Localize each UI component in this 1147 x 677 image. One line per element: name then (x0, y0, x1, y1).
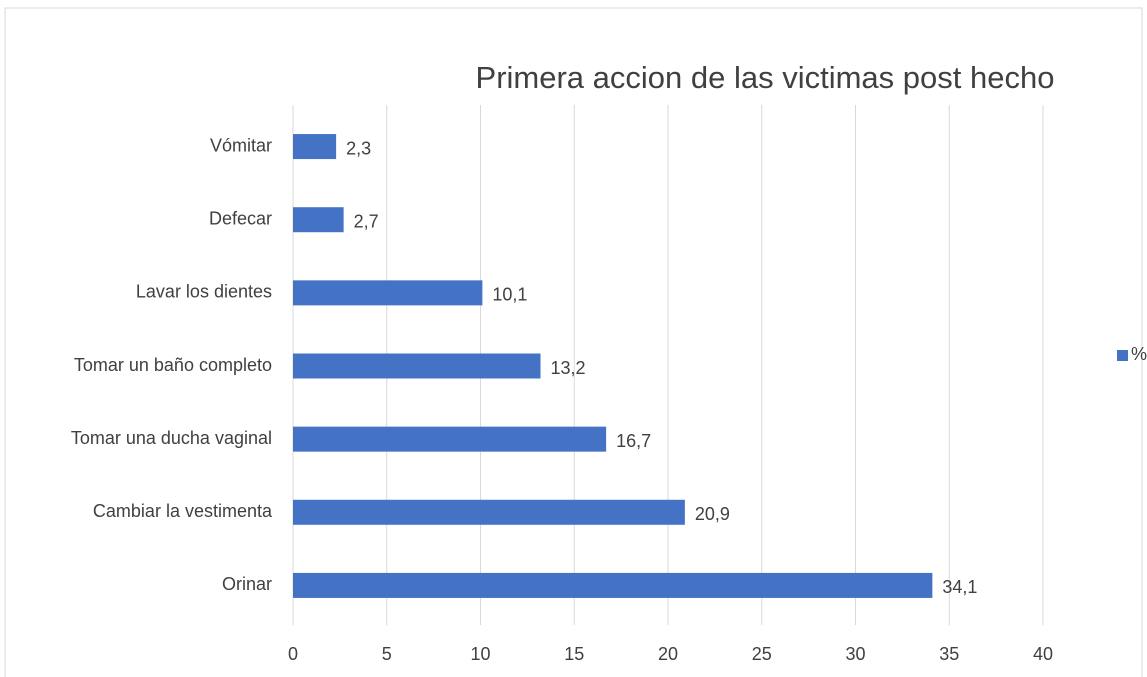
legend-swatch (1117, 350, 1128, 361)
bar (293, 134, 337, 160)
y-tick-label: Orinar (222, 574, 272, 594)
bar (293, 572, 933, 598)
chart-border (4, 7, 1143, 677)
y-tick-label: Lavar los dientes (136, 282, 272, 302)
x-tick-label: 10 (470, 644, 490, 664)
y-tick-label: Tomar un baño completo (74, 355, 272, 375)
data-label: 2,3 (346, 138, 371, 158)
y-tick-label: Tomar una ducha vaginal (71, 428, 272, 448)
x-tick-label: 25 (752, 644, 772, 664)
x-tick-label: 30 (845, 644, 865, 664)
data-label: 34,1 (942, 577, 977, 597)
data-label: 20,9 (695, 504, 730, 524)
y-tick-label: Vómitar (210, 135, 272, 155)
data-label: 13,2 (551, 358, 586, 378)
x-tick-label: 0 (288, 644, 298, 664)
data-label: 2,7 (354, 211, 379, 231)
bar (293, 426, 607, 452)
x-tick-label: 40 (1033, 644, 1053, 664)
x-tick-label: 20 (658, 644, 678, 664)
bar (293, 207, 344, 233)
legend-label: % (1131, 344, 1147, 364)
x-tick-label: 5 (382, 644, 392, 664)
data-label: 16,7 (616, 431, 651, 451)
bar (293, 280, 483, 306)
y-tick-label: Cambiar la vestimenta (93, 501, 273, 521)
data-label: 10,1 (492, 285, 527, 305)
bar (293, 353, 541, 379)
x-tick-label: 15 (564, 644, 584, 664)
bar (293, 499, 685, 525)
x-tick-label: 35 (939, 644, 959, 664)
chart-title: Primera accion de las victimas post hech… (476, 60, 1055, 95)
y-tick-label: Defecar (209, 208, 272, 228)
